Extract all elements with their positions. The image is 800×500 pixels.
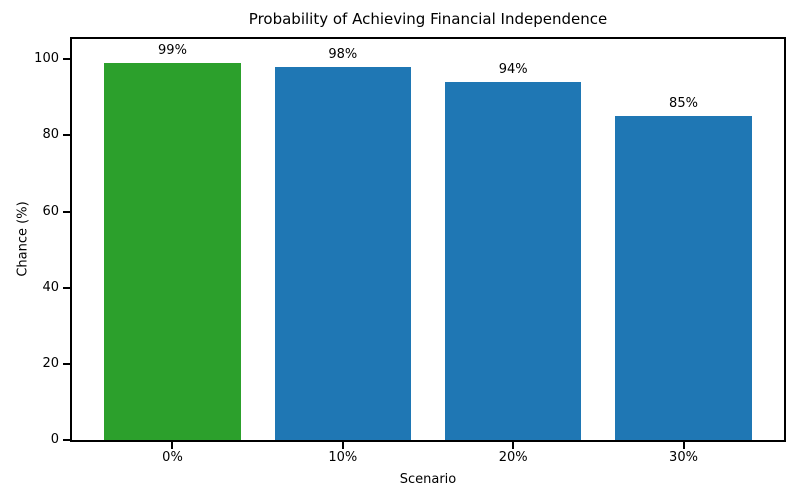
y-tick-label: 20 — [42, 355, 59, 371]
x-tick-mark — [171, 442, 174, 449]
x-tick-label: 30% — [669, 450, 698, 465]
x-tick-mark — [682, 442, 685, 449]
y-tick-mark — [63, 58, 70, 61]
y-tick-mark — [63, 134, 70, 137]
y-tick-mark — [63, 439, 70, 441]
bar-10% — [274, 66, 411, 440]
x-tick-label: 0% — [162, 450, 183, 465]
y-tick-mark — [63, 210, 70, 213]
y-tick-label: 100 — [34, 51, 59, 67]
bar-value-label: 85% — [669, 96, 698, 112]
chart-title: Probability of Achieving Financial Indep… — [248, 10, 608, 28]
y-tick-label: 60 — [42, 203, 59, 219]
y-tick-label: 0 — [50, 432, 59, 447]
x-tick-label: 20% — [498, 450, 528, 465]
bar-0% — [104, 63, 241, 440]
y-tick-mark — [63, 362, 70, 365]
y-tick-mark — [63, 286, 70, 289]
bar-value-label: 98% — [328, 46, 358, 62]
bar-20% — [445, 82, 582, 440]
x-tick-mark — [512, 442, 515, 449]
x-tick-mark — [341, 442, 344, 449]
y-tick-label: 80 — [42, 127, 59, 143]
bar-value-label: 99% — [158, 42, 187, 58]
bar-value-label: 94% — [498, 62, 528, 78]
x-tick-label: 10% — [328, 450, 358, 465]
x-axis-label: Scenario — [399, 472, 457, 487]
y-tick-label: 40 — [42, 279, 59, 295]
plot-area — [70, 37, 786, 442]
bar-30% — [615, 116, 752, 440]
